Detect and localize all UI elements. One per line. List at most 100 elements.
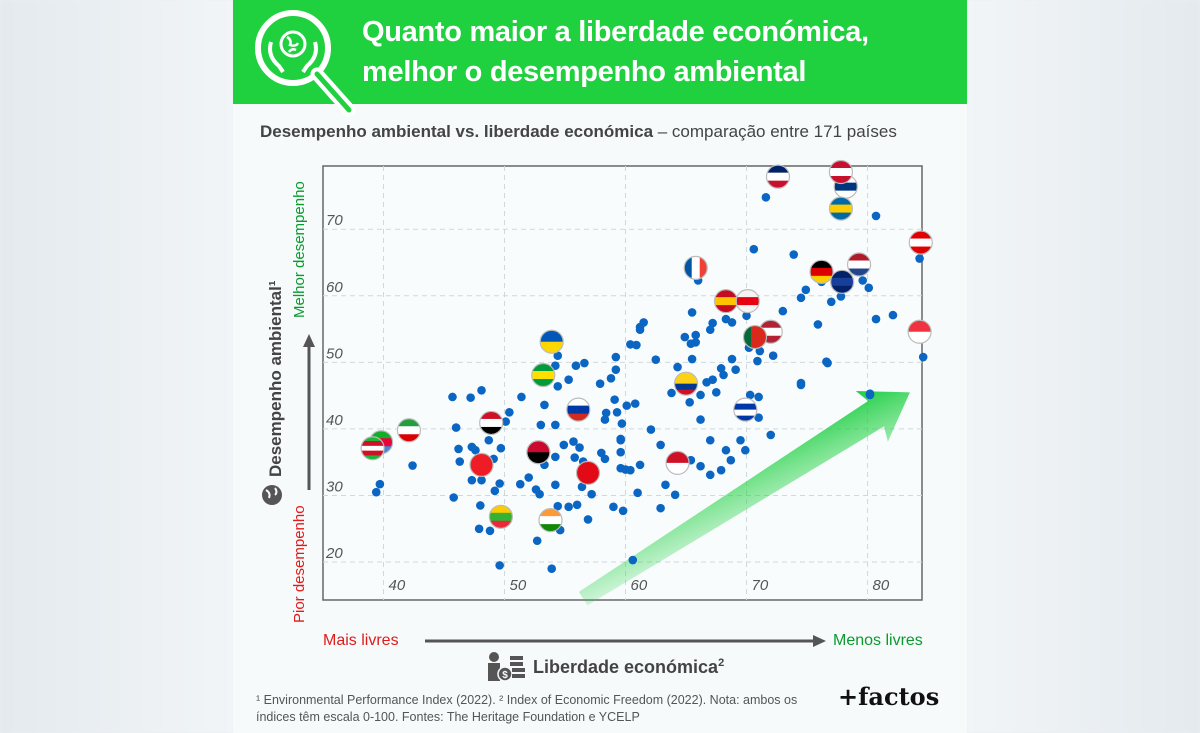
flag-stripe [909, 246, 933, 255]
denmark-flag-icon [828, 159, 854, 185]
flag-border [538, 508, 563, 533]
data-point [551, 480, 560, 490]
flag-stripe [829, 175, 853, 184]
flag-stripe [829, 197, 853, 206]
flag-fill [531, 363, 555, 387]
data-point [570, 453, 580, 462]
data-point [630, 399, 640, 408]
portugal-flag-icon [742, 324, 768, 350]
flag-stripe [810, 275, 834, 284]
data-point [551, 452, 560, 462]
flag-border [539, 329, 564, 354]
flag-fill [830, 270, 854, 294]
flag-fill [666, 451, 690, 475]
data-point [705, 325, 715, 335]
burundi-flag-icon [360, 436, 385, 461]
flag-stripe [830, 270, 854, 279]
flag-stripe [489, 505, 513, 514]
flag-fill [470, 453, 494, 477]
x-axis-right-label: Menos livres [833, 632, 923, 649]
x-axis-title: Liberdade económica2 [533, 657, 724, 678]
flag-stripe [479, 411, 503, 420]
data-point [754, 392, 763, 402]
data-point [680, 332, 690, 342]
data-point [564, 375, 573, 384]
data-point [731, 365, 740, 374]
data-point [611, 352, 621, 362]
chart-subtitle: Desempenho ambiental vs. liberdade econó… [260, 122, 897, 142]
flag-stripe [674, 372, 698, 379]
flag-fill [397, 418, 421, 442]
data-point [595, 379, 605, 388]
data-point [580, 358, 589, 368]
title-line-2: melhor o desempenho ambiental [362, 56, 807, 88]
data-point [749, 244, 759, 254]
flag-border [575, 460, 601, 485]
flag-stripe [531, 379, 555, 387]
flag-border [531, 362, 556, 388]
data-point [656, 503, 665, 513]
flag-border [908, 230, 933, 255]
data-point [918, 352, 928, 362]
data-point [778, 306, 788, 316]
flag-stripe [479, 418, 503, 428]
flag-stripe [810, 260, 834, 269]
data-point [454, 444, 463, 454]
flag-stripe [908, 331, 932, 344]
data-points [371, 192, 928, 574]
data-point [753, 356, 762, 366]
data-point [505, 407, 514, 417]
data-point [466, 393, 475, 402]
flag-stripe [830, 285, 854, 294]
data-point [687, 308, 697, 317]
data-point [496, 443, 506, 453]
flag-stripe [736, 289, 760, 298]
switzerland-flag-icon [908, 230, 933, 255]
flag-stripe [566, 413, 590, 422]
data-point [474, 524, 484, 534]
flag-stripe [834, 190, 858, 199]
iran-flag-icon [396, 418, 422, 443]
y-tick-label: 40 [326, 412, 343, 429]
colombia-flag-icon [673, 371, 699, 396]
data-point [375, 479, 385, 489]
flag-stripe [540, 330, 564, 343]
flag-stripe [538, 524, 562, 532]
sweden-flag-icon [828, 196, 854, 221]
flag-border [488, 504, 513, 529]
flag-stripe [733, 415, 757, 422]
data-point [553, 351, 563, 361]
data-point [646, 425, 656, 434]
data-point [742, 311, 751, 321]
flag-stripe [766, 172, 790, 182]
france-flag-icon [683, 255, 708, 280]
data-point [727, 354, 737, 364]
data-point [667, 388, 676, 398]
egypt-flag-icon [479, 410, 504, 436]
plot-frame [322, 165, 923, 601]
data-point [661, 480, 670, 490]
flag-stripe [526, 440, 550, 453]
data-point [583, 515, 593, 524]
data-point [670, 490, 680, 500]
flag-stripe [397, 418, 421, 427]
flag-stripe [526, 452, 550, 464]
data-point [858, 276, 868, 285]
flag-stripe [847, 253, 871, 262]
data-point [628, 555, 638, 565]
y-tick-label: 20 [325, 545, 343, 562]
flag-stripe [470, 453, 494, 477]
y-tick-label: 70 [326, 212, 343, 229]
data-point [754, 413, 763, 422]
data-point [609, 502, 618, 512]
flag-stripe [531, 363, 555, 372]
india-flag-icon [538, 508, 563, 533]
data-point [822, 357, 831, 366]
flag-stripe [361, 436, 385, 442]
flag-fill [538, 508, 562, 532]
flag-stripe [531, 371, 555, 380]
data-point [477, 386, 486, 395]
flag-stripe [829, 160, 853, 169]
turkey-flag-icon [575, 460, 601, 485]
